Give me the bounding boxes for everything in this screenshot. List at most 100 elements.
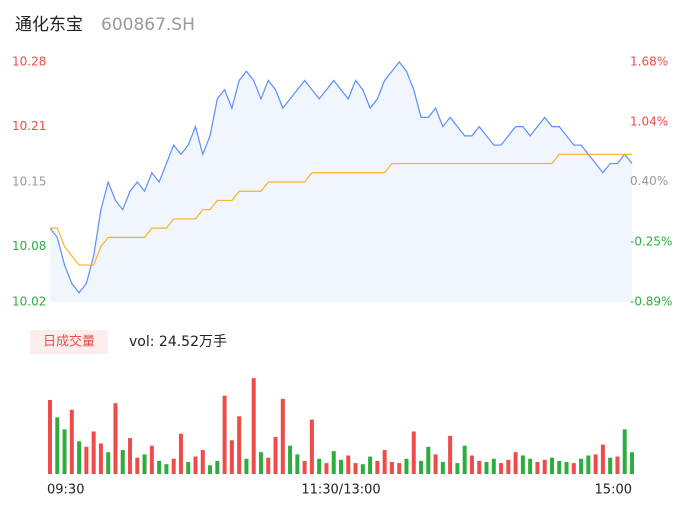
volume-bar [295,454,300,474]
volume-bar [135,457,140,474]
y-tick-label: 10.15 [12,175,46,189]
volume-bar [55,417,60,474]
volume-bar [258,452,263,474]
y-tick-label: 10.02 [12,295,46,309]
volume-bar [549,457,554,474]
y2-tick-label: 1.68% [630,55,668,69]
volume-bar [128,438,133,474]
volume-bar [229,440,234,474]
volume-bar [579,458,584,474]
volume-bar [47,399,53,474]
volume-bar [586,455,591,474]
volume-bar [426,446,431,474]
volume-bar [178,433,183,474]
volume-bar [200,450,205,474]
volume-bar [542,459,547,474]
volume-label: vol: 24.52万手 [129,334,227,350]
volume-bar [280,398,285,474]
volume-bar [331,451,336,474]
volume-bar [375,460,380,474]
volume-bar [448,435,453,474]
volume-bar [564,462,569,474]
y-tick-label: 10.28 [12,55,46,69]
volume-bar [237,416,242,474]
volume-bar [69,409,74,474]
y2-tick-label: 0.40% [630,174,668,188]
volume-bar [629,452,635,474]
volume-bar [266,457,271,474]
volume-bar [571,463,576,474]
volume-bar [513,452,518,474]
volume-bar [193,456,198,474]
volume-title-box [30,330,108,354]
volume-bar [288,445,293,474]
volume-bar [84,446,89,474]
y2-tick-label: -0.89% [630,295,672,309]
volume-bar [77,441,82,474]
stock-name: 通化东宝 [15,15,83,35]
volume-bar [491,458,496,474]
volume-bar [171,458,176,474]
y-tick-label: 10.08 [12,239,46,253]
volume-bar [382,450,387,474]
volume-bar [477,460,482,474]
volume-bar [411,431,416,474]
y-tick-label: 10.21 [12,119,46,133]
volume-bar [433,454,438,474]
volume-bar [222,395,227,474]
volume-bar [440,462,445,474]
average-line [50,153,632,266]
volume-bar [535,462,540,474]
volume-bar [142,454,147,474]
volume-bar [62,429,67,474]
volume-bar [499,463,504,474]
volume-bar [309,419,314,474]
volume-bar [528,458,533,474]
volume-bar [106,452,111,474]
volume-bar [244,458,249,474]
volume-bar [600,444,605,474]
volume-bar [462,445,467,474]
volume-bar [317,458,322,474]
volume-bar [91,431,96,474]
x-tick-label: 09:30 [47,483,84,498]
x-tick-label: 15:00 [595,483,632,498]
volume-bar [368,456,373,474]
price-line [49,61,633,294]
volume-bar [608,457,613,474]
volume-bar [338,459,344,474]
price-area [50,62,632,302]
volume-bar [346,455,351,474]
volume-bar [520,455,525,474]
volume-bar [215,460,220,474]
volume-bar [120,450,125,474]
volume-bar [622,429,627,474]
y2-tick-label: -0.25% [630,235,672,249]
volume-bar [506,459,511,474]
volume-bar [455,463,460,474]
volume-bar [557,460,562,474]
stock-code: 600867.SH [101,15,195,35]
volume-bar [157,460,162,474]
volume-bar [186,462,191,474]
volume-bar [353,463,358,474]
volume-bar [419,460,424,474]
volume-bar [484,462,489,474]
volume-bar [208,465,213,474]
volume-bar [404,458,409,474]
volume-bar [149,445,154,474]
volume-bar [360,464,365,474]
volume-bar [324,463,329,474]
volume-bar [273,436,278,474]
volume-bar [164,464,169,474]
volume-bar [251,378,256,474]
x-tick-label: 11:30/13:00 [301,483,380,498]
volume-bar [397,463,402,474]
volume-bar [469,455,474,474]
volume-bar [302,460,307,474]
volume-title: 日成交量 [43,334,95,350]
volume-bar [615,456,620,474]
volume-bar [113,403,118,474]
volume-bar [389,462,394,474]
